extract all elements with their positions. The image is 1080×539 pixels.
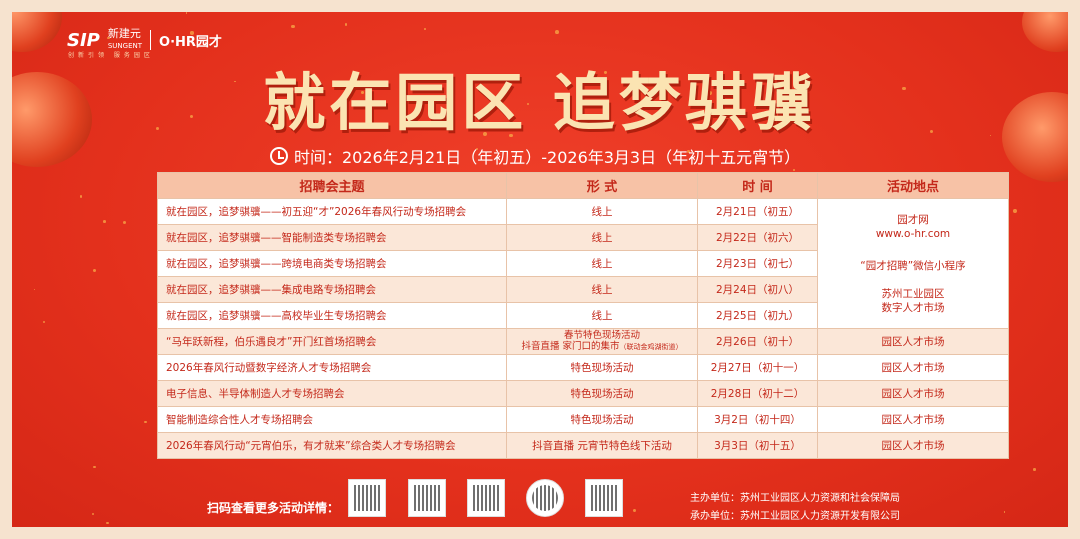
table-row: 就在园区，追梦骐骥——高校毕业生专场招聘会 线上 2月25日（初九）: [157, 302, 1009, 329]
footer: 扫码查看更多活动详情： 主办单位：苏州工业园区人力资源和社会保障局 承办单位：苏…: [12, 467, 1068, 527]
sparkle: [93, 465, 96, 468]
sparkle: [34, 288, 36, 290]
sparkle: [91, 512, 94, 516]
scan-prompt: 扫码查看更多活动详情：: [207, 501, 340, 515]
sparkle: [344, 23, 348, 26]
table-row: 智能制造综合性人才专场招聘会 特色现场活动 3月2日（初十四） 园区人才市场: [157, 406, 1009, 433]
event-period: 时间：2026年2月21日（年初五）-2026年3月3日（年初十五元宵节）: [270, 144, 800, 168]
sparkle: [796, 79, 799, 82]
co-organizer: 承办单位：苏州工业园区人力资源开发有限公司: [690, 511, 900, 522]
table-row: 就在园区，追梦骐骥——初五迎“才”2026年春风行动专场招聘会 线上 2月21日…: [157, 198, 1009, 329]
lantern-top-left: [12, 12, 62, 52]
sparkle: [308, 99, 312, 103]
sparkle: [423, 28, 426, 31]
qr-code-1[interactable]: [348, 479, 386, 517]
sparkle: [190, 115, 194, 119]
sparkle: [482, 131, 487, 136]
sparkle: [106, 522, 109, 525]
sparkle: [793, 169, 796, 171]
sparkle: [633, 508, 637, 512]
poster: SIP 新建元 SUNGENT O·HR园才 创新引领 服务园区 就在园区 追梦骐…: [12, 12, 1068, 527]
sparkle: [604, 71, 607, 74]
sparkle: [1033, 468, 1036, 471]
sparkle: [930, 130, 934, 134]
table-row: 就在园区，追梦骐骥——跨境电商类专场招聘会 线上 2月23日（初七）: [157, 250, 1009, 277]
sparkle: [475, 147, 479, 151]
sparkle: [902, 86, 906, 91]
table-row: “马年跃新程，伯乐遇良才”开门红首场招聘会 春节特色现场活动 抖音直播 家门口的集…: [157, 328, 1009, 355]
online-location: 园才网 www.o-hr.com “园才招聘”微信小程序 苏州工业园区 数字人才…: [817, 198, 1009, 329]
sip-logo: SIP: [67, 29, 100, 51]
sparkle: [707, 91, 712, 96]
sparkle: [107, 36, 110, 39]
sparkle: [92, 268, 96, 272]
organizer: 主办单位：苏州工业园区人力资源和社会保障局: [690, 493, 900, 504]
sparkle: [526, 102, 530, 106]
ohr-logo: O·HR园才: [159, 34, 222, 50]
table-row: 2026年春风行动暨数字经济人才专场招聘会 特色现场活动 2月27日（初十一） …: [157, 354, 1009, 381]
sparkle: [990, 134, 992, 137]
sparkle: [155, 127, 159, 131]
table-row: 2026年春风行动“元宵伯乐，有才就来”综合类人才专场招聘会 抖音直播 元宵节特…: [157, 432, 1009, 459]
table-header: 招聘会主题 形 式 时 间 活动地点: [157, 172, 1009, 199]
sparkle: [578, 155, 580, 157]
sparkle: [43, 321, 46, 324]
qr-code-4[interactable]: [526, 479, 564, 517]
sparkle: [360, 91, 364, 94]
table-row: 电子信息、半导体制造人才专场招聘会 特色现场活动 2月28日（初十二） 园区人才…: [157, 380, 1009, 407]
sparkle: [234, 81, 236, 83]
sparkle: [721, 93, 724, 96]
logo-bar: SIP 新建元 SUNGENT O·HR园才: [67, 28, 222, 52]
sungent-logo: 新建元 SUNGENT: [107, 27, 143, 50]
sparkle: [1013, 208, 1017, 213]
divider: [150, 30, 152, 50]
slogan: 创新引领 服务园区: [68, 52, 154, 59]
qr-code-3[interactable]: [467, 479, 505, 517]
sparkle: [190, 31, 194, 35]
poster-title: 就在园区 追梦骐骥: [263, 66, 817, 139]
sparkle: [103, 219, 107, 223]
sparkle: [291, 24, 295, 29]
sparkle: [293, 504, 297, 508]
sparkle: [144, 420, 147, 423]
table-row: 就在园区，追梦骐骥——智能制造类专场招聘会 线上 2月22日（初六）: [157, 224, 1009, 251]
qr-code-5[interactable]: [585, 479, 623, 517]
sparkle: [185, 12, 188, 14]
sparkle: [686, 149, 691, 154]
qr-code-2[interactable]: [408, 479, 446, 517]
sparkle: [79, 195, 83, 198]
sparkle: [122, 220, 127, 225]
lantern-top-right: [1022, 12, 1068, 52]
clock-icon: [270, 147, 288, 165]
schedule-table: 招聘会主题 形 式 时 间 活动地点 就在园区，追梦骐骥——初五迎“才”2026…: [157, 172, 1009, 459]
sparkle: [509, 133, 513, 138]
sparkle: [555, 30, 560, 34]
sparkle: [1003, 511, 1005, 513]
table-row: 就在园区，追梦骐骥——集成电路专场招聘会 线上 2月24日（初八）: [157, 276, 1009, 303]
